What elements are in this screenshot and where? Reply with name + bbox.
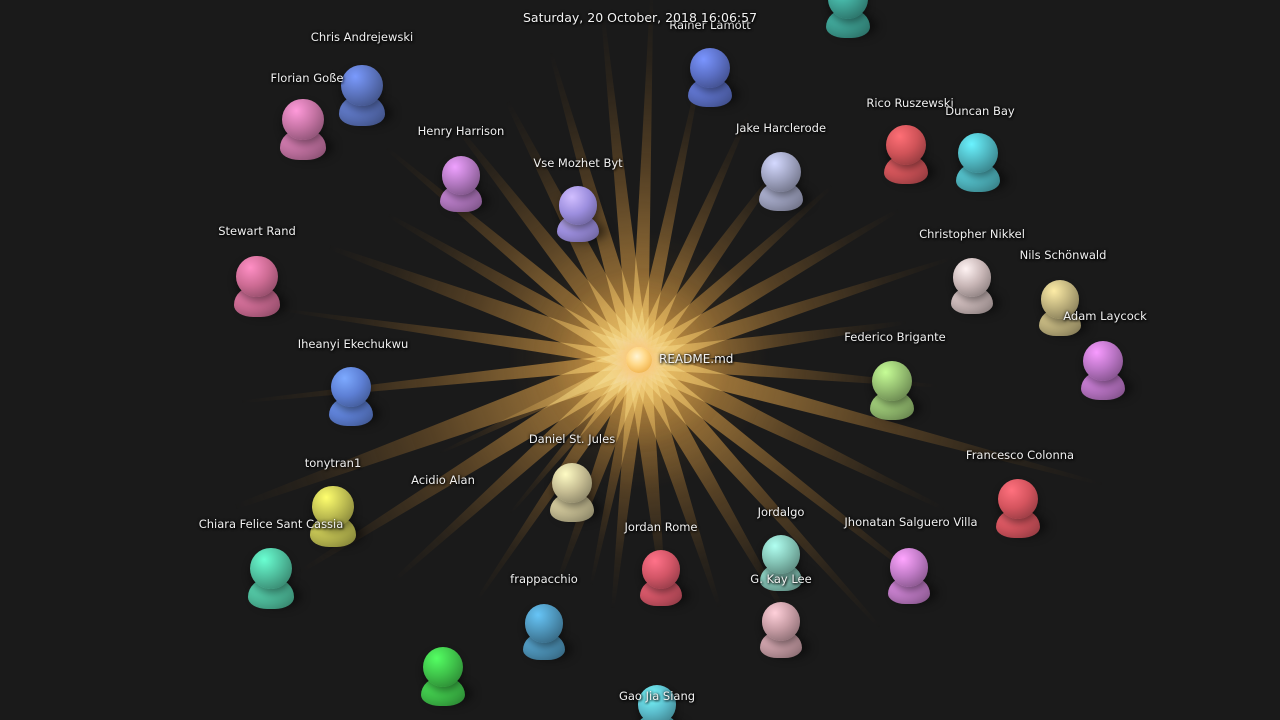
contributor-label: Acidio Alan: [411, 473, 475, 487]
avatar-head[interactable]: [236, 255, 278, 298]
timestamp-title-text: Saturday, 20 October, 2018 16:06:57: [522, 10, 758, 25]
avatar-head[interactable]: [1083, 341, 1123, 381]
avatar-head[interactable]: [828, 0, 868, 19]
contributor-label: Christopher Nikkel: [919, 227, 1025, 241]
contributor-label: Daniel St. Jules: [528, 432, 616, 446]
avatar-head[interactable]: [761, 602, 801, 641]
avatar-head[interactable]: [441, 156, 481, 195]
avatar-head[interactable]: [958, 133, 998, 173]
contributor-label: Jordalgo: [757, 505, 805, 519]
contributor-label: Iheanyi Ekechukwu: [297, 337, 409, 351]
avatar-head[interactable]: [998, 479, 1038, 519]
avatar-head[interactable]: [641, 550, 681, 589]
contributor-label: tonytran1: [304, 456, 362, 470]
contributor-label: Vse Mozhet Byt: [533, 156, 623, 170]
avatar-head[interactable]: [886, 125, 926, 165]
avatar-head[interactable]: [558, 186, 598, 225]
avatar-head[interactable]: [524, 604, 564, 643]
contributor-label: Duncan Bay: [945, 104, 1015, 118]
contributor-label: Francesco Colonna: [965, 448, 1075, 462]
contributor-label: Henry Harrison: [417, 124, 505, 138]
avatar-head[interactable]: [331, 367, 371, 407]
contributor-label: frappacchio: [510, 572, 578, 586]
avatar-head[interactable]: [1040, 280, 1080, 319]
avatar-head[interactable]: [341, 64, 383, 107]
contributor-label: Nils Schönwald: [1019, 248, 1107, 262]
avatar-head[interactable]: [761, 152, 801, 192]
contributor-label: Stewart Rand: [218, 224, 296, 238]
contributor-label: Florian Goße: [270, 71, 344, 85]
avatar-head[interactable]: [872, 361, 912, 401]
avatar-head[interactable]: [690, 48, 730, 88]
center-file-label: README.md: [659, 352, 734, 366]
avatar-head[interactable]: [637, 685, 677, 720]
contributor-label: Chris Andrejewski: [310, 30, 414, 44]
timestamp-title: Saturday, 20 October, 2018 16:06:57: [0, 10, 1280, 25]
avatar-head[interactable]: [952, 258, 992, 297]
avatar-head[interactable]: [552, 463, 592, 503]
contributor-label: Federico Brigante: [844, 330, 946, 344]
avatar-head[interactable]: [282, 98, 324, 141]
avatar-head[interactable]: [423, 647, 463, 687]
contributor-label: Rico Ruszewski: [866, 96, 954, 110]
contributor-label: Jhonatan Salguero Villa: [844, 515, 978, 529]
avatar-head[interactable]: [250, 547, 292, 590]
contributor-label: Jordan Rome: [624, 520, 698, 534]
contributor-label: Jake Harclerode: [735, 121, 827, 135]
avatar-head[interactable]: [761, 535, 801, 574]
avatar-head[interactable]: [312, 485, 354, 528]
center-file-dot[interactable]: [626, 347, 652, 373]
avatar-head[interactable]: [889, 548, 929, 587]
